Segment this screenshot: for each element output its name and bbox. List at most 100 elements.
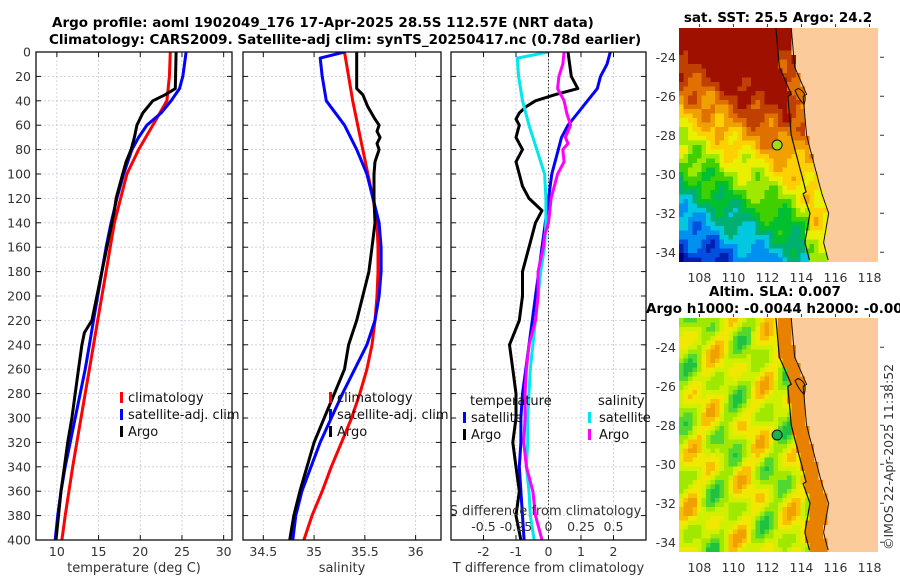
data-cell <box>706 257 711 262</box>
data-cell <box>737 403 743 409</box>
data-cell <box>764 471 770 476</box>
land-cell <box>818 127 824 132</box>
data-cell <box>814 212 819 218</box>
data-cell <box>746 64 752 69</box>
data-cell <box>733 529 738 535</box>
land-cell <box>818 181 824 186</box>
data-cell <box>737 462 743 467</box>
data-cell <box>751 46 756 51</box>
data-cell <box>697 457 702 463</box>
data-cell <box>751 257 756 262</box>
land-cell <box>814 37 819 42</box>
land-cell <box>859 37 864 42</box>
land-cell <box>859 190 864 195</box>
land-cell <box>877 167 878 173</box>
data-cell <box>814 248 819 254</box>
data-cell <box>809 244 815 249</box>
data-cell <box>755 59 761 65</box>
data-cell <box>701 127 707 132</box>
data-cell <box>715 430 720 436</box>
data-cell <box>715 131 720 137</box>
land-cell <box>854 64 860 69</box>
data-cell <box>755 408 761 413</box>
data-cell <box>697 41 702 47</box>
land-cell <box>854 520 860 526</box>
data-cell <box>751 498 756 503</box>
data-cell <box>760 529 765 535</box>
land-cell <box>832 471 837 476</box>
data-cell <box>697 181 702 186</box>
data-cell <box>791 212 797 218</box>
land-cell <box>850 55 855 60</box>
data-cell <box>701 140 707 146</box>
data-cell <box>697 475 702 481</box>
land-cell <box>836 511 842 517</box>
land-cell <box>868 354 873 359</box>
land-cell <box>859 327 864 332</box>
land-cell <box>827 176 833 182</box>
land-cell <box>854 172 860 177</box>
data-cell <box>697 163 702 168</box>
data-cell <box>710 340 716 346</box>
land-cell <box>845 367 851 373</box>
data-cell <box>710 475 716 481</box>
land-cell <box>872 430 878 436</box>
data-cell <box>782 354 788 359</box>
data-cell <box>787 480 792 485</box>
data-cell <box>710 354 716 359</box>
land-cell <box>877 345 878 350</box>
data-cell <box>715 239 720 245</box>
data-cell <box>778 176 783 182</box>
data-cell <box>764 399 770 404</box>
data-cell <box>724 426 729 431</box>
land-cell <box>845 28 851 33</box>
data-cell <box>782 113 788 119</box>
data-cell <box>692 349 698 355</box>
data-cell <box>823 203 828 209</box>
data-cell <box>800 230 806 236</box>
data-cell <box>724 257 729 262</box>
data-cell <box>692 367 698 373</box>
data-cell <box>679 421 684 427</box>
data-cell <box>818 248 824 254</box>
data-cell <box>760 208 765 213</box>
data-cell <box>751 163 756 168</box>
data-cell <box>724 538 729 544</box>
land-cell <box>827 529 833 535</box>
data-cell <box>683 118 689 123</box>
land-cell <box>850 185 855 191</box>
data-cell <box>769 354 774 359</box>
land-cell <box>814 381 819 386</box>
data-cell <box>760 448 765 454</box>
land-cell <box>818 417 824 422</box>
data-cell <box>742 127 747 132</box>
data-cell <box>683 59 689 65</box>
land-cell <box>832 199 837 204</box>
data-cell <box>755 131 761 137</box>
data-cell <box>751 493 756 499</box>
data-cell <box>769 363 774 368</box>
data-cell <box>742 520 747 526</box>
land-cell <box>877 91 878 96</box>
data-cell <box>733 547 738 552</box>
data-cell <box>706 127 711 132</box>
data-cell <box>796 426 801 431</box>
data-cell <box>805 511 810 517</box>
data-cell <box>764 462 770 467</box>
data-cell <box>751 385 756 391</box>
data-cell <box>800 244 806 249</box>
data-cell <box>719 466 725 472</box>
data-cell <box>773 230 779 236</box>
land-cell <box>818 46 824 51</box>
data-cell <box>715 336 720 341</box>
data-cell <box>701 145 707 150</box>
legend-label: Argo <box>471 428 501 443</box>
data-cell <box>791 167 797 173</box>
data-cell <box>715 91 720 96</box>
data-cell <box>814 203 819 209</box>
data-cell <box>751 480 756 485</box>
land-cell <box>854 217 860 222</box>
data-cell <box>719 86 725 92</box>
land-cell <box>836 358 842 364</box>
data-cell <box>782 372 788 377</box>
